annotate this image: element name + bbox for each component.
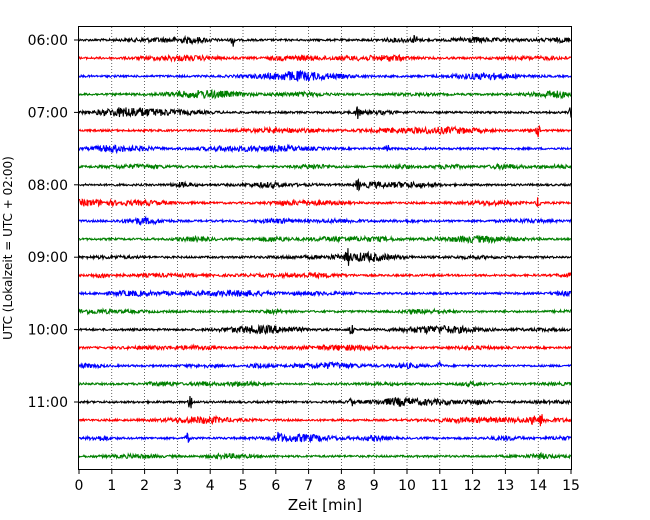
x-tick-label-8: 8 [337, 478, 346, 494]
x-tick-label-6: 6 [271, 478, 280, 494]
x-tick-label-5: 5 [239, 478, 248, 494]
y-tick-label-07:00: 07:00 [28, 105, 68, 121]
y-axis-label: UTC (Lokalzeit = UTC + 02:00) [1, 156, 15, 340]
x-tick-label-9: 9 [370, 478, 379, 494]
trace-7 [78, 143, 572, 155]
x-tick-label-7: 7 [304, 478, 313, 494]
x-tick-label-3: 3 [173, 478, 182, 494]
x-tick-label-1: 1 [107, 478, 116, 494]
trace-15 [78, 289, 572, 299]
plot-frame [78, 26, 572, 470]
trace-4 [78, 88, 572, 100]
y-axis-ticks: 06:00 07:00 08:00 09:00 10:00 11:00 [28, 33, 79, 411]
trace-17 [78, 323, 572, 336]
trace-19 [78, 360, 572, 370]
y-tick-label-09:00: 09:00 [28, 250, 68, 266]
trace-13 [78, 248, 572, 266]
x-tick-label-0: 0 [75, 478, 84, 494]
trace-11 [78, 215, 572, 227]
trace-1 [78, 34, 572, 47]
seismic-traces [78, 34, 572, 461]
trace-6 [78, 124, 572, 138]
y-tick-label-10:00: 10:00 [28, 323, 68, 339]
trace-18 [78, 343, 572, 352]
x-tick-label-13: 13 [496, 478, 514, 494]
x-axis-ticks: 0 1 2 3 4 5 6 7 8 9 10 11 12 13 14 15 [75, 469, 580, 494]
x-tick-label-4: 4 [206, 478, 215, 494]
trace-21 [78, 396, 572, 409]
y-tick-label-06:00: 06:00 [28, 33, 68, 49]
y-tick-label-11:00: 11:00 [28, 395, 68, 411]
trace-5 [78, 106, 572, 120]
trace-10 [78, 197, 572, 208]
trace-8 [78, 162, 572, 172]
x-tick-label-11: 11 [431, 478, 449, 494]
trace-2 [78, 53, 572, 63]
x-tick-label-10: 10 [398, 478, 416, 494]
trace-16 [78, 307, 572, 316]
trace-3 [78, 69, 572, 82]
trace-20 [78, 379, 572, 388]
trace-12 [78, 234, 571, 245]
trace-9 [78, 177, 572, 192]
x-axis-label: Zeit [min] [288, 496, 362, 514]
trace-23 [78, 431, 572, 444]
y-tick-label-08:00: 08:00 [28, 178, 68, 194]
trace-14 [78, 271, 572, 280]
x-tick-label-15: 15 [562, 478, 580, 494]
trace-22 [78, 414, 572, 427]
x-tick-label-2: 2 [140, 478, 149, 494]
x-tick-label-14: 14 [529, 478, 547, 494]
trace-24 [78, 451, 572, 461]
x-tick-label-12: 12 [464, 478, 482, 494]
